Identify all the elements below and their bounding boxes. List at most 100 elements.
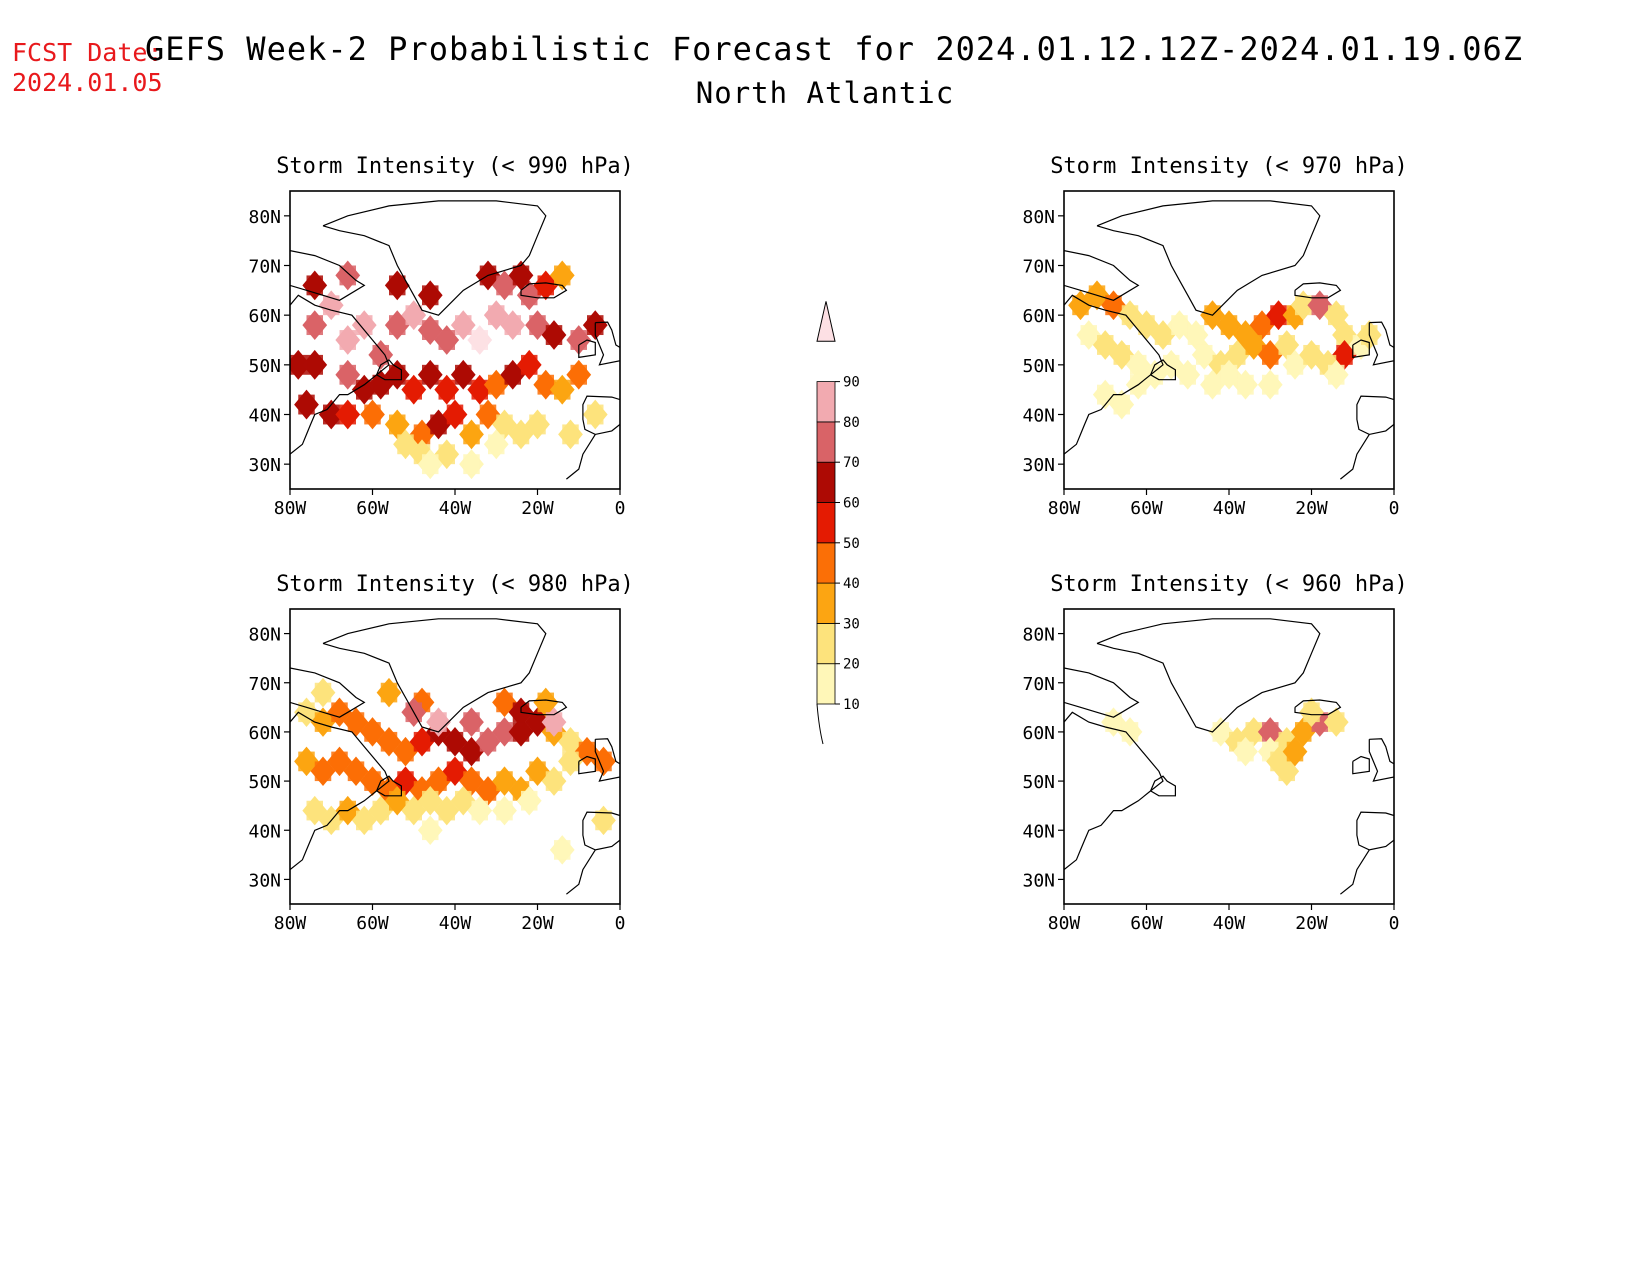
coastline xyxy=(290,294,390,455)
probability-cell-core xyxy=(1130,354,1147,375)
probability-cell-core xyxy=(397,434,414,455)
panel-title: Storm Intensity (< 960 hPa) xyxy=(1050,572,1408,597)
probability-cell-core xyxy=(413,424,431,445)
coastline xyxy=(322,200,547,316)
coastline xyxy=(1352,339,1370,359)
coastline xyxy=(1356,811,1394,851)
probability-cell-core xyxy=(397,741,414,762)
probability-cell-core xyxy=(463,424,480,445)
colorbar-swatch xyxy=(816,502,836,544)
panel-title: Storm Intensity (< 990 hPa) xyxy=(276,154,634,179)
probability-cell-core xyxy=(1262,344,1279,365)
colorbar-swatch xyxy=(816,582,836,624)
lat-tick-label: 70N xyxy=(1022,674,1055,695)
probability-cell-core xyxy=(298,751,315,772)
probability-cell-core xyxy=(331,702,348,723)
colorbar-label: 60 xyxy=(843,496,860,512)
colorbar-swatch xyxy=(816,542,836,584)
coastline xyxy=(290,250,366,301)
probability-cell-core xyxy=(455,364,472,385)
lon-tick-label: 0 xyxy=(615,498,626,519)
coastline xyxy=(1368,738,1394,782)
fcst-date-value: 2024.01.05 xyxy=(12,68,163,97)
probability-cell-core xyxy=(537,275,554,296)
probability-cell-core xyxy=(479,731,497,752)
probability-cell-core xyxy=(306,800,323,821)
probability-cell-core xyxy=(1286,741,1304,762)
probability-cell-core xyxy=(372,800,389,821)
probability-cell-core xyxy=(570,330,587,350)
probability-cell-core xyxy=(479,781,497,801)
colorbar-label: 10 xyxy=(843,697,860,713)
probability-cell-core xyxy=(496,414,513,435)
lat-tick-label: 80N xyxy=(1022,625,1055,646)
probability-cell-core xyxy=(1303,344,1320,365)
colorbar-label: 90 xyxy=(843,375,860,391)
probability-cell-core xyxy=(554,265,571,286)
probability-cell-core xyxy=(504,315,521,336)
probability-cell-core xyxy=(1328,364,1345,385)
probability-cell-core xyxy=(562,751,579,772)
probability-cell-core xyxy=(1105,712,1122,732)
probability-cell-core xyxy=(545,771,563,791)
lon-tick-label: 40W xyxy=(1213,913,1246,934)
probability-cell-core xyxy=(422,364,439,385)
coastline xyxy=(578,339,596,359)
lon-tick-label: 80W xyxy=(274,913,307,934)
probability-cell-core xyxy=(1072,295,1089,316)
coastline xyxy=(1368,321,1394,366)
probability-cell-core xyxy=(1262,374,1279,395)
coastline xyxy=(1356,395,1394,436)
lat-tick-label: 50N xyxy=(248,356,281,377)
probability-cell-core xyxy=(422,285,439,306)
probability-cell-core xyxy=(1204,374,1221,395)
coastline xyxy=(376,775,402,797)
coastline xyxy=(1150,775,1176,797)
probability-cell-core xyxy=(339,364,356,385)
probability-cell-core xyxy=(397,771,414,791)
coastline xyxy=(1096,618,1321,733)
colorbar-label: 20 xyxy=(843,657,860,673)
coastline xyxy=(566,849,596,895)
lat-tick-label: 60N xyxy=(248,306,281,327)
probability-cell-core xyxy=(1295,722,1312,742)
probability-cell-core xyxy=(314,712,332,732)
probability-cell-core xyxy=(545,325,563,345)
probability-cell-core xyxy=(496,275,513,296)
lon-tick-label: 80W xyxy=(274,498,307,519)
coastline xyxy=(594,321,620,366)
coastline xyxy=(1096,200,1321,316)
probability-cell-core xyxy=(1138,315,1155,336)
lat-tick-label: 70N xyxy=(248,257,281,278)
probability-cell-core xyxy=(364,722,381,742)
fcst-date: FCST Date: 2024.01.05 xyxy=(12,38,163,98)
lat-tick-label: 40N xyxy=(1022,406,1055,427)
probability-cell-core xyxy=(471,330,488,350)
colorbar-label: 40 xyxy=(843,576,860,592)
panel-title: Storm Intensity (< 970 hPa) xyxy=(1050,154,1408,179)
probability-cell-core xyxy=(504,364,521,385)
probability-cell-core xyxy=(380,731,398,752)
colorbar: 10 20 30 40 50 60 70 80 90 xyxy=(816,301,860,745)
map-panel-p960: Storm Intensity (< 960 hPa) 80N 70N 60N 50N 4… xyxy=(1022,572,1407,934)
probability-cell-core xyxy=(488,434,505,455)
probability-cell-core xyxy=(595,751,612,772)
probability-cell-core xyxy=(1163,354,1180,375)
probability-cell-core xyxy=(1121,305,1139,326)
probability-cell-core xyxy=(1278,335,1295,355)
coastline xyxy=(1064,294,1164,455)
colorbar-label: 50 xyxy=(843,536,860,552)
lon-tick-label: 40W xyxy=(439,498,472,519)
probability-cell-core xyxy=(1212,722,1229,742)
coastline xyxy=(1352,755,1370,775)
page-subtitle: North Atlantic xyxy=(695,76,955,110)
probability-cell-core xyxy=(1113,394,1130,415)
probability-cell-core xyxy=(314,682,332,703)
colorbar-swatch xyxy=(816,623,836,665)
map-panel-p990: Storm Intensity (< 990 hPa) 80N 70N 60N 50N 4… xyxy=(248,154,633,519)
lon-tick-label: 40W xyxy=(439,913,472,934)
probability-cell-core xyxy=(1097,335,1114,355)
lat-tick-label: 60N xyxy=(1022,306,1055,327)
coastline xyxy=(566,434,596,480)
